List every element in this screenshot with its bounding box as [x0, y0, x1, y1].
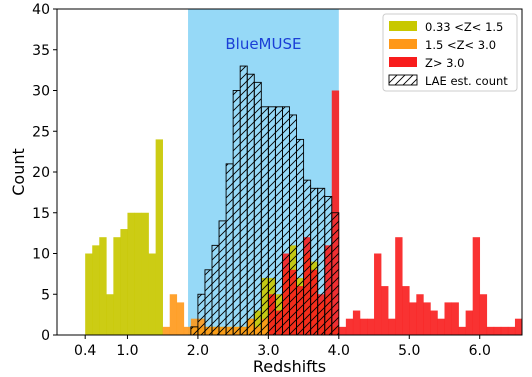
lae-bar	[274, 106, 283, 335]
series-2-bar	[472, 237, 481, 335]
series-2-bar	[444, 302, 452, 335]
y-tick-label: 15	[32, 206, 50, 222]
series-2-bar	[352, 310, 361, 335]
y-tick-label: 0	[41, 328, 50, 344]
lae-bar	[239, 65, 248, 335]
lae-bar	[296, 138, 305, 335]
series-2-bar	[465, 310, 473, 335]
legend-label: 1.5 <Z< 3.0	[425, 38, 496, 52]
series-1-bar	[169, 294, 178, 335]
x-tick-label: 4.0	[328, 343, 350, 359]
series-2-bar	[423, 302, 431, 335]
lae-bar	[331, 212, 340, 335]
x-tick-label: 0.4	[74, 343, 96, 359]
lae-bar	[303, 179, 312, 335]
y-tick-label: 40	[32, 2, 50, 18]
series-0-bar	[92, 245, 100, 335]
series-2-bar	[507, 326, 516, 335]
lae-bar	[225, 163, 234, 335]
lae-bar	[324, 195, 333, 335]
x-axis-label: Redshifts	[253, 357, 326, 376]
lae-bar	[260, 106, 269, 335]
series-2-bar	[416, 294, 424, 335]
series-2-bar	[381, 286, 389, 335]
x-tick-label: 1.0	[116, 343, 138, 359]
y-tick-label: 10	[32, 247, 50, 263]
series-2-bar	[388, 318, 396, 335]
series-1-bar	[162, 326, 171, 335]
series-2-bar	[458, 326, 466, 335]
legend-swatch	[388, 74, 418, 86]
series-1-bar	[176, 302, 185, 335]
lae-bar	[218, 220, 227, 335]
lae-bar	[317, 187, 326, 335]
series-2-bar	[430, 310, 438, 335]
x-tick-label: 5.0	[398, 343, 420, 359]
lae-bar	[211, 244, 220, 335]
series-2-bar	[359, 318, 368, 335]
series-0-bar	[85, 253, 93, 335]
legend-swatch	[389, 21, 417, 31]
lae-bar	[246, 73, 255, 335]
lae-bar	[289, 114, 297, 335]
y-tick-label: 25	[32, 124, 50, 140]
y-tick-label: 5	[41, 287, 50, 303]
series-2-bar	[409, 302, 417, 335]
series-0-bar	[120, 229, 128, 335]
legend-frame	[382, 13, 518, 92]
x-tick-label: 6.0	[469, 343, 491, 359]
lae-bar	[197, 293, 206, 335]
series-2-bar	[374, 253, 382, 335]
series-0-bar	[148, 253, 156, 335]
axes: 0.4 1.0 2.0 3.0 4.0 5.0 6.0 0 5 10 15 20 25 30 35 40	[32, 2, 491, 359]
y-tick-label: 35	[32, 43, 50, 59]
series-2-bar	[486, 326, 495, 335]
series-2-bar	[338, 326, 347, 335]
lae-bar	[310, 187, 319, 335]
series-0-bar	[99, 237, 107, 335]
region-label: BlueMUSE	[225, 35, 301, 53]
lae-bar	[204, 269, 213, 335]
legend-label: LAE est. count	[425, 74, 508, 88]
x-tick-label: 3.0	[257, 343, 279, 359]
series-0-bar	[155, 139, 163, 335]
legend: 0.33 <Z< 1.5 1.5 <Z< 3.0 Z> 3.0 LAE est. co…	[382, 13, 518, 92]
lae-bar	[282, 106, 290, 335]
lae-bar	[267, 106, 276, 335]
y-axis-label: Count	[9, 148, 28, 196]
series-0-bar	[134, 212, 142, 335]
series-2-bar	[500, 326, 509, 335]
legend-swatch	[389, 39, 417, 49]
lae-bar	[253, 81, 262, 335]
series-0-bar	[127, 212, 135, 335]
series-2-bar	[367, 318, 375, 335]
legend-label: 0.33 <Z< 1.5	[425, 20, 503, 34]
series-1-bar	[183, 326, 192, 335]
series-2-bar	[451, 302, 459, 335]
series-0-bar	[141, 212, 149, 335]
series-2-bar	[345, 318, 354, 335]
y-tick-label: 20	[32, 165, 50, 181]
y-tick-label: 30	[32, 84, 50, 100]
plot-area	[85, 9, 522, 335]
lae-bar	[190, 326, 199, 335]
series-2-bar	[395, 237, 403, 335]
series-0-bar	[113, 237, 121, 335]
series-2-bar	[437, 318, 445, 335]
series-2-bar	[493, 326, 502, 335]
series-2-bar	[402, 286, 410, 335]
legend-label: Z> 3.0	[425, 56, 464, 70]
x-tick-label: 2.0	[187, 343, 209, 359]
lae-bar	[232, 90, 241, 335]
series-0-bar	[106, 294, 114, 335]
series-2-bar	[514, 318, 522, 335]
legend-swatch	[389, 57, 417, 67]
series-2-bar	[479, 294, 488, 335]
